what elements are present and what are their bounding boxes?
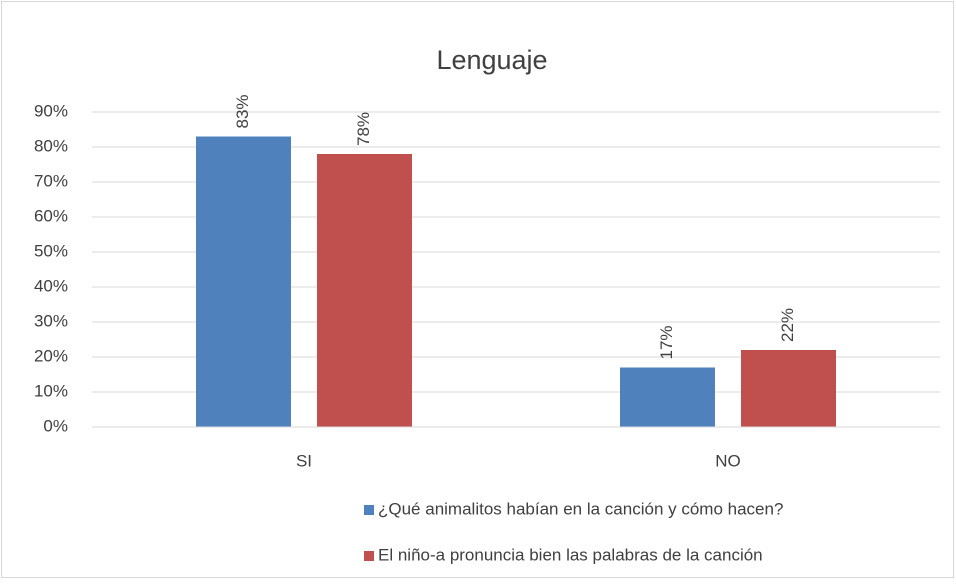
legend-swatch: [364, 551, 374, 561]
data-label: 22%: [778, 308, 797, 342]
y-tick-label: 20%: [34, 346, 68, 365]
legend-swatch: [364, 505, 374, 515]
data-label: 17%: [657, 325, 676, 359]
y-tick-label: 90%: [34, 101, 68, 120]
y-tick-label: 80%: [34, 136, 68, 155]
y-tick-label: 50%: [34, 241, 68, 260]
x-tick-label: NO: [715, 451, 741, 470]
legend-label: El niño-a pronuncia bien las palabras de…: [378, 545, 763, 564]
y-tick-label: 40%: [34, 276, 68, 295]
y-tick-label: 10%: [34, 381, 68, 400]
bar: [620, 367, 715, 427]
bar: [317, 154, 412, 427]
x-tick-label: SI: [296, 451, 312, 470]
y-tick-label: 60%: [34, 206, 68, 225]
bar: [741, 350, 836, 427]
legend-label: ¿Qué animalitos habían en la canción y c…: [378, 499, 783, 518]
data-label: 78%: [354, 112, 373, 146]
bar: [196, 136, 291, 427]
y-tick-label: 0%: [43, 416, 68, 435]
y-tick-label: 70%: [34, 171, 68, 190]
data-label: 83%: [233, 94, 252, 128]
chart-title: Lenguaje: [436, 45, 547, 75]
y-tick-label: 30%: [34, 311, 68, 330]
